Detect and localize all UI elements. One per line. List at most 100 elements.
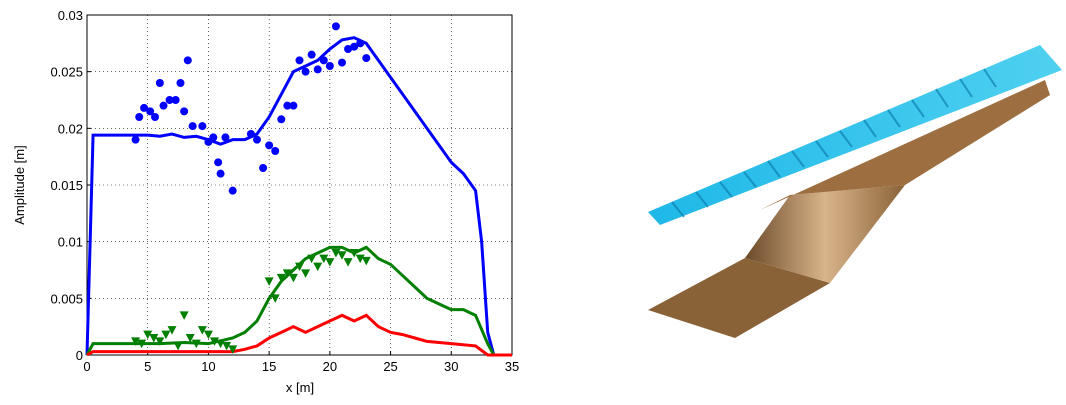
line bbox=[85, 36, 512, 357]
point bbox=[307, 50, 316, 59]
point bbox=[155, 337, 165, 346]
point bbox=[301, 67, 310, 76]
point bbox=[246, 130, 255, 138]
floor bbox=[648, 258, 830, 338]
point bbox=[131, 337, 141, 346]
point bbox=[319, 56, 328, 65]
point bbox=[325, 62, 334, 70]
point bbox=[149, 334, 159, 343]
point bbox=[197, 326, 207, 335]
point bbox=[185, 334, 195, 343]
point bbox=[161, 330, 171, 340]
point bbox=[167, 326, 177, 335]
point bbox=[191, 339, 201, 349]
point bbox=[350, 42, 359, 51]
point bbox=[270, 294, 280, 303]
point bbox=[313, 262, 323, 272]
point bbox=[361, 256, 371, 266]
point bbox=[176, 79, 185, 87]
x-tick-label: 20 bbox=[323, 359, 337, 374]
x-tick-label: 10 bbox=[201, 359, 215, 374]
line bbox=[85, 245, 512, 357]
point bbox=[343, 258, 353, 267]
x-tick-label: 35 bbox=[505, 359, 519, 374]
point bbox=[203, 330, 213, 340]
point bbox=[151, 113, 159, 121]
wave-crests bbox=[671, 68, 997, 218]
point bbox=[307, 254, 317, 264]
point bbox=[222, 341, 232, 351]
point bbox=[171, 96, 180, 104]
point bbox=[338, 58, 346, 67]
point bbox=[165, 96, 174, 104]
point bbox=[155, 79, 164, 87]
point bbox=[288, 273, 298, 283]
x-tick-label: 30 bbox=[444, 359, 458, 374]
x-tick-label: 5 bbox=[144, 359, 151, 374]
point bbox=[188, 122, 197, 131]
y-tick-label: 0.01 bbox=[58, 235, 83, 250]
point bbox=[209, 133, 218, 142]
point bbox=[159, 101, 168, 110]
point bbox=[289, 101, 298, 110]
x-axis-label: x [m] bbox=[286, 380, 314, 395]
x-tick-label: 0 bbox=[83, 359, 90, 374]
y-tick-label: 0.025 bbox=[50, 65, 83, 80]
y-axis-label: Amplitude [m] bbox=[12, 145, 27, 224]
y-tick-label: 0 bbox=[76, 348, 83, 363]
point bbox=[319, 254, 329, 264]
y-tick-label: 0.02 bbox=[58, 121, 83, 136]
y-tick-label: 0.03 bbox=[58, 8, 83, 23]
point bbox=[301, 269, 311, 278]
point bbox=[265, 141, 274, 150]
point bbox=[143, 330, 153, 340]
shelf bbox=[760, 80, 1050, 210]
x-tick-label: 25 bbox=[383, 359, 397, 374]
point bbox=[216, 169, 225, 178]
point bbox=[228, 186, 237, 195]
point bbox=[183, 56, 192, 65]
point bbox=[295, 262, 304, 272]
point bbox=[221, 133, 230, 142]
point bbox=[355, 254, 365, 264]
plot: 0 5 10 15 20 25 30 35 0 0.005 0.01 0.015 0.02 0.025 0.… bbox=[50, 8, 519, 374]
point bbox=[137, 339, 147, 349]
y-tick-label: 0.005 bbox=[50, 291, 83, 306]
point bbox=[264, 277, 274, 286]
point bbox=[276, 273, 286, 283]
x-tick-label: 15 bbox=[262, 359, 276, 374]
point bbox=[135, 113, 144, 121]
point bbox=[259, 164, 268, 172]
point bbox=[180, 107, 189, 116]
point bbox=[253, 135, 261, 144]
y-tick-label: 0.015 bbox=[50, 178, 83, 193]
point bbox=[325, 258, 335, 267]
point bbox=[331, 22, 340, 31]
point bbox=[214, 158, 223, 167]
point bbox=[331, 249, 341, 258]
point bbox=[349, 249, 359, 258]
point bbox=[356, 39, 365, 48]
3d-rendering bbox=[648, 45, 1062, 338]
point bbox=[179, 311, 189, 320]
plot-frame bbox=[86, 14, 513, 356]
point bbox=[337, 251, 347, 260]
point bbox=[198, 122, 207, 131]
point bbox=[131, 135, 140, 144]
point bbox=[216, 339, 226, 349]
point bbox=[140, 103, 149, 112]
point bbox=[283, 101, 292, 110]
point bbox=[228, 345, 238, 354]
point bbox=[210, 337, 219, 346]
point bbox=[271, 147, 280, 155]
point bbox=[295, 56, 304, 65]
point bbox=[282, 269, 292, 278]
point bbox=[344, 45, 353, 53]
point bbox=[173, 341, 183, 351]
ramp bbox=[745, 185, 905, 283]
point bbox=[146, 107, 155, 116]
point bbox=[362, 54, 371, 63]
point bbox=[313, 65, 322, 74]
point bbox=[277, 115, 286, 124]
